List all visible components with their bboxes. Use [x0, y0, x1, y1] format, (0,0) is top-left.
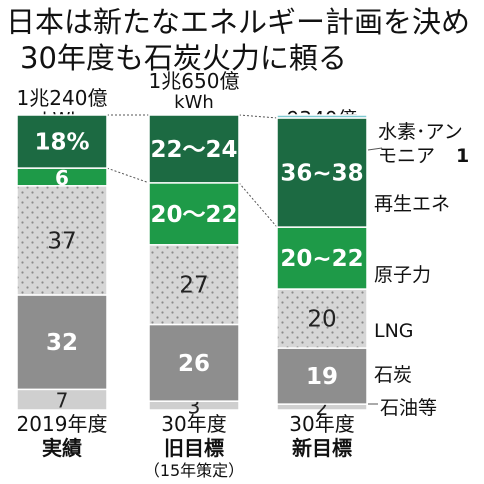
x-label-new-year: 30年度: [289, 412, 354, 436]
x-label-2019-sub: 実績: [42, 436, 82, 460]
data-label-col1-coal: 26: [178, 351, 210, 377]
x-label-old-sub: 旧目標: [164, 436, 224, 460]
legend-lng: LNG: [374, 320, 414, 342]
data-label-col2-renewable: 36~38: [280, 161, 363, 187]
bar-col2-lng: [276, 288, 368, 349]
x-label-2019-year: 2019年度: [17, 412, 108, 436]
data-label-col1-lng: 27: [179, 273, 208, 299]
chart-subtitle: 30年度も石炭火力に頼る: [20, 41, 347, 75]
data-label-col2-coal: 19: [306, 364, 338, 390]
total-label-2019: 1兆240億: [17, 86, 108, 110]
data-label-col0-lng: 37: [47, 228, 76, 254]
bar-col0-renewable: [16, 114, 108, 169]
legend-renewable: 再生エネ: [374, 193, 450, 215]
total-unit-old-target: kWh: [174, 92, 214, 113]
connector-0-renewable-bottom: [106, 167, 150, 184]
chart-title: 日本は新たなエネルギー計画を決め: [6, 5, 470, 39]
data-label-col0-nuclear: 6: [55, 166, 69, 190]
bar-col2-h2: [276, 114, 368, 119]
data-label-col1-renewable: 22～24: [150, 137, 237, 163]
legend-nuclear: 原子力: [374, 264, 431, 286]
data-label-col2-nuclear: 20~22: [280, 246, 363, 272]
bar-col1-renewable: [148, 114, 240, 184]
bar-col2-renewable: [276, 117, 368, 228]
bar-col2-nuclear: [276, 226, 368, 290]
legend-oil: 石油等: [380, 397, 437, 419]
legend-h2-value: 1: [456, 145, 469, 167]
connector-1-renewable-top: [238, 114, 278, 119]
x-label-old-year: 30年度: [161, 412, 226, 436]
data-label-col0-coal: 32: [46, 330, 78, 356]
x-label-new-sub: 新目標: [292, 436, 352, 460]
total-label-old-target: 1兆650億: [149, 69, 240, 93]
data-label-col0-renewable: 18%: [34, 130, 89, 156]
legend-h2-line2: モニア: [378, 145, 435, 167]
data-label-col2-lng: 20: [307, 307, 336, 333]
bar-col1-lng: [148, 244, 240, 326]
bar-col2-coal: [276, 347, 368, 405]
data-label-col0-oil: 7: [56, 389, 69, 413]
legend-h2-leader: [367, 147, 383, 151]
x-label-old-note: （15年策定）: [144, 461, 244, 480]
legend-coal: 石炭: [374, 364, 412, 386]
bar-col1-coal: [148, 323, 240, 402]
bar-col0-coal: [16, 294, 108, 391]
legend-h2-line1: 水素･アン: [378, 121, 463, 143]
connector-1-renewable-bottom: [238, 182, 278, 228]
connector-lines: [106, 114, 278, 228]
data-label-col1-nuclear: 20～22: [150, 202, 237, 228]
bar-col0-lng: [16, 185, 108, 296]
